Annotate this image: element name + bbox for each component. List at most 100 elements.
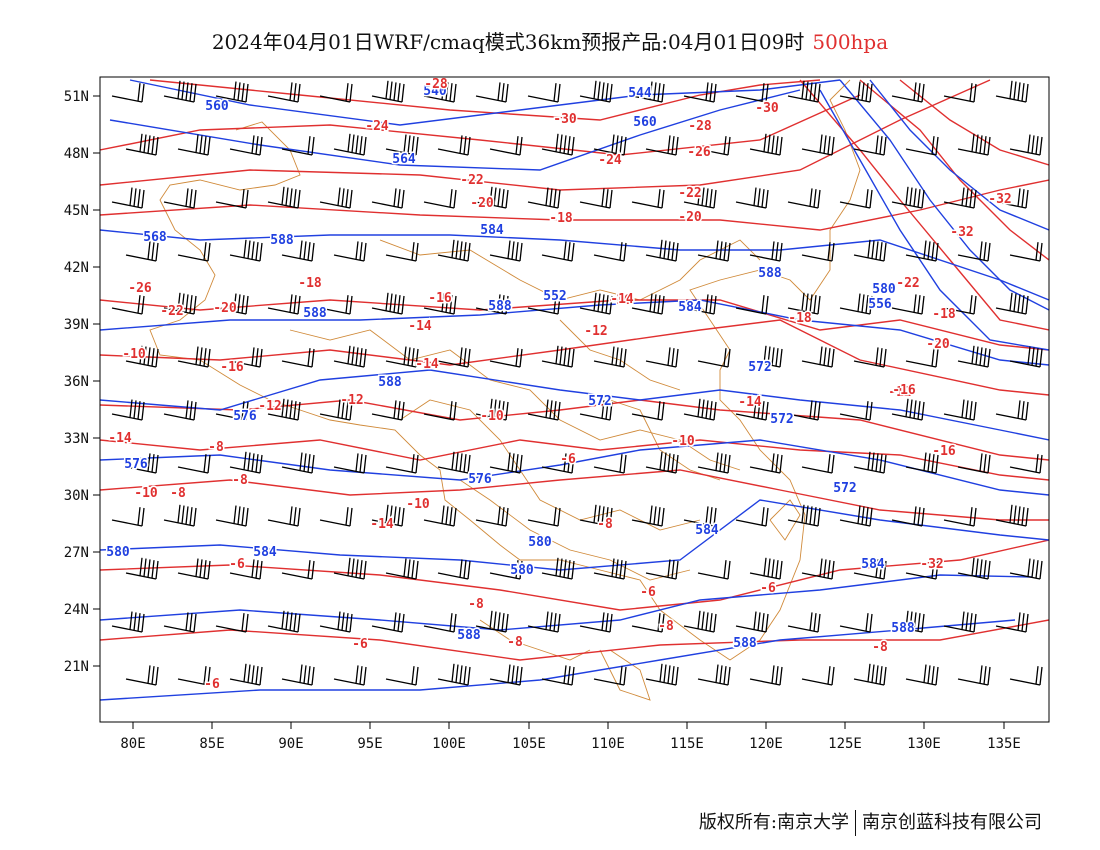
height-label: 572 xyxy=(833,481,856,496)
wind-barb xyxy=(905,560,939,580)
wind-barb xyxy=(125,133,159,156)
temperature-label: -18 xyxy=(549,211,573,226)
temperature-label: -8 xyxy=(468,597,484,612)
temperature-label: -10 xyxy=(671,434,695,449)
wind-barb xyxy=(371,612,405,633)
temperature-label: -26 xyxy=(128,281,152,296)
wind-barb xyxy=(891,186,925,209)
wind-barb xyxy=(645,663,679,686)
wind-barb xyxy=(489,136,523,156)
wind-barb xyxy=(905,452,939,474)
wind-barb xyxy=(735,83,769,103)
wind-barb xyxy=(749,241,783,262)
wind-barb xyxy=(697,452,731,474)
wind-barb xyxy=(527,83,561,103)
wind-barb xyxy=(697,240,731,262)
wind-barb xyxy=(385,666,419,686)
wind-barb xyxy=(163,400,197,421)
wind-barb xyxy=(631,401,665,421)
temperature-label: -16 xyxy=(608,293,632,308)
height-label: 544 xyxy=(628,86,652,101)
temperature-label: -12 xyxy=(258,399,281,414)
wind-barb xyxy=(787,80,821,103)
wind-barb xyxy=(475,186,509,209)
wind-barb xyxy=(943,187,977,209)
plot-frame xyxy=(99,76,1050,723)
wind-barb xyxy=(905,136,939,156)
wind-barb xyxy=(333,133,367,156)
height-label: 588 xyxy=(891,621,915,636)
wind-barb xyxy=(749,665,783,686)
wind-barb xyxy=(281,560,315,580)
wind-barb xyxy=(111,187,145,209)
temperature-label: -6 xyxy=(352,637,368,652)
lon-tick-label: 130E xyxy=(907,736,941,752)
height-contour xyxy=(100,229,1049,301)
wind-barb xyxy=(215,613,249,633)
wind-barb xyxy=(267,610,301,633)
temperature-label: -8 xyxy=(208,440,224,455)
wind-barb xyxy=(111,507,145,527)
wind-barb xyxy=(749,557,783,580)
wind-barb xyxy=(111,295,145,315)
wind-barb xyxy=(319,399,353,421)
wind-barb xyxy=(111,399,145,421)
wind-barb xyxy=(267,82,301,103)
wind-barb xyxy=(839,401,873,421)
height-label: 560 xyxy=(205,99,229,114)
wind-barb xyxy=(801,666,835,686)
wind-barb xyxy=(631,505,665,527)
temperature-label: -8 xyxy=(170,486,186,501)
wind-barb xyxy=(475,610,509,633)
wind-barb xyxy=(541,241,575,262)
wind-barb xyxy=(957,241,991,262)
wind-barb xyxy=(749,133,783,156)
wind-barb xyxy=(475,506,509,527)
border-line xyxy=(599,649,651,701)
wind-barb xyxy=(1009,666,1043,686)
temperature-contour xyxy=(100,319,1049,396)
wind-barb xyxy=(995,188,1029,209)
lon-tick-label: 80E xyxy=(120,736,145,752)
temperature-label: -32 xyxy=(988,192,1011,207)
height-label: 588 xyxy=(488,299,512,314)
wind-barb xyxy=(229,663,263,686)
height-label: 588 xyxy=(457,628,481,643)
wind-barb xyxy=(333,557,367,580)
height-label: 572 xyxy=(748,360,771,375)
wind-barb xyxy=(697,664,731,686)
wind-barb xyxy=(177,346,211,368)
wind-barb xyxy=(631,293,665,315)
wind-barb xyxy=(749,453,783,474)
wind-barb xyxy=(631,81,665,103)
lon-tick-label: 125E xyxy=(828,736,862,752)
temperature-label: -12 xyxy=(340,393,363,408)
wind-barb xyxy=(527,295,561,315)
temperature-label: -20 xyxy=(470,196,494,211)
wind-barb xyxy=(957,665,991,686)
wind-barb xyxy=(853,663,887,686)
lon-tick-label: 95E xyxy=(357,736,382,752)
wind-barb xyxy=(801,134,835,156)
wind-barb xyxy=(839,81,873,103)
border-line xyxy=(479,619,591,661)
temperature-label: -8 xyxy=(872,640,888,655)
wind-barb xyxy=(163,612,197,633)
wind-barb xyxy=(579,612,613,633)
wind-barb xyxy=(215,81,249,103)
lon-tick-label: 135E xyxy=(987,736,1021,752)
height-contour xyxy=(100,369,1049,441)
wind-barb xyxy=(541,133,575,156)
temperature-label: -18 xyxy=(932,307,956,322)
wind-barb xyxy=(957,345,991,368)
height-contour xyxy=(839,79,1049,311)
wind-barb xyxy=(839,189,873,209)
lat-tick-label: 24N xyxy=(64,602,89,618)
wind-barb xyxy=(853,135,887,156)
wind-barb xyxy=(281,348,315,368)
wind-barb xyxy=(215,189,249,209)
wind-barb xyxy=(943,83,977,103)
temperature-label: -14 xyxy=(108,431,132,446)
wind-barb xyxy=(579,504,613,527)
wind-barb xyxy=(905,664,939,686)
